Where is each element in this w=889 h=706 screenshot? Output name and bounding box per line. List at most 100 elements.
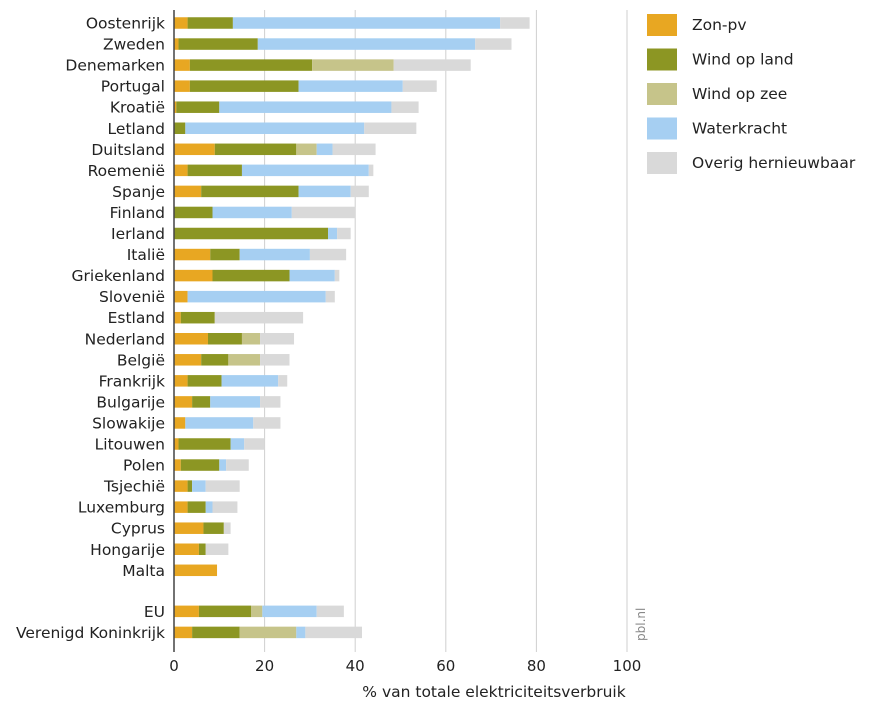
- category-label-malta: Malta: [122, 562, 165, 580]
- bar-finland-waterkracht: [212, 206, 292, 219]
- bar-slowakije-waterkracht: [185, 417, 254, 429]
- x-axis-ticks: 0 20 40 60 80 100: [169, 657, 641, 675]
- bar-litouwen-wind-op-land: [178, 438, 231, 450]
- bar-slovenie-waterkracht: [187, 290, 326, 303]
- bar-slowakije-overig-hernieuwbaar: [253, 417, 281, 429]
- bar-duitsland-wind-op-zee: [296, 143, 317, 156]
- bar-zweden-waterkracht: [257, 38, 476, 50]
- bar-belgie-overig-hernieuwbaar: [260, 354, 290, 366]
- bar-griekenland-zon-pv: [174, 269, 213, 282]
- bar-nederland-zon-pv: [174, 333, 208, 345]
- bar-eu-wind-op-land: [198, 605, 252, 618]
- bar-polen-overig-hernieuwbaar: [226, 459, 249, 471]
- bar-verenigd-koninkrijk-overig-hernieuwbaar: [305, 626, 362, 639]
- bar-tsjechie-overig-hernieuwbaar: [205, 480, 240, 492]
- bar-ierland-overig-hernieuwbaar: [337, 227, 351, 240]
- bar-kroatie-zon-pv: [174, 101, 177, 113]
- bar-italie-overig-hernieuwbaar: [309, 248, 347, 261]
- bar-verenigd-koninkrijk-wind-op-zee: [239, 626, 297, 639]
- x-tick-label-80: 80: [527, 657, 546, 675]
- bar-cyprus-zon-pv: [174, 522, 204, 534]
- category-label-verenigd-koninkrijk: Verenigd Koninkrijk: [16, 624, 165, 642]
- bar-portugal-zon-pv: [174, 80, 190, 92]
- bar-estland-zon-pv: [174, 311, 181, 324]
- bar-kroatie-overig-hernieuwbaar: [391, 101, 419, 113]
- bar-litouwen-zon-pv: [174, 438, 179, 450]
- bar-frankrijk-overig-hernieuwbaar: [278, 375, 288, 387]
- bar-oostenrijk-waterkracht: [232, 17, 501, 29]
- category-label-griekenland: Griekenland: [72, 267, 165, 285]
- category-label-eu: EU: [144, 603, 165, 621]
- bar-kroatie-waterkracht: [219, 101, 392, 113]
- bar-bulgarije-wind-op-land: [192, 396, 211, 408]
- legend-swatch-wind-op-zee: [647, 83, 677, 105]
- bar-roemenie-zon-pv: [174, 164, 188, 177]
- x-axis-title: % van totale elektriciteitsverbruik: [362, 683, 625, 701]
- bar-hongarije-zon-pv: [174, 543, 199, 555]
- bar-polen-wind-op-land: [180, 459, 220, 471]
- bar-litouwen-waterkracht: [230, 438, 245, 450]
- bar-spanje-wind-op-land: [201, 185, 299, 198]
- bar-cyprus-wind-op-land: [203, 522, 224, 534]
- legend-swatch-overig-hernieuwbaar: [647, 152, 677, 174]
- bar-oostenrijk-wind-op-land: [187, 17, 233, 29]
- bar-spanje-overig-hernieuwbaar: [350, 185, 369, 198]
- category-label-nederland: Nederland: [85, 330, 165, 348]
- category-label-portugal: Portugal: [101, 78, 165, 96]
- bar-luxemburg-zon-pv: [174, 501, 188, 513]
- category-label-polen: Polen: [123, 457, 165, 475]
- bar-belgie-zon-pv: [174, 354, 202, 366]
- bar-polen-waterkracht: [219, 459, 227, 471]
- x-tick-label-60: 60: [436, 657, 455, 675]
- bar-tsjechie-zon-pv: [174, 480, 188, 492]
- category-label-belgie: België: [117, 351, 165, 369]
- bar-polen-zon-pv: [174, 459, 181, 471]
- bar-letland-wind-op-land: [174, 122, 186, 134]
- bar-nederland-overig-hernieuwbaar: [260, 333, 295, 345]
- category-label-italie: Italië: [127, 246, 165, 264]
- category-label-kroatie: Kroatië: [110, 99, 165, 117]
- bar-slowakije-zon-pv: [174, 417, 186, 429]
- bar-estland-wind-op-land: [180, 311, 215, 324]
- legend-label-zon-pv: Zon-pv: [692, 16, 747, 34]
- bar-duitsland-wind-op-land: [214, 143, 297, 156]
- bar-oostenrijk-overig-hernieuwbaar: [500, 17, 530, 29]
- legend-swatch-waterkracht: [647, 117, 677, 140]
- bar-eu-wind-op-zee: [251, 605, 263, 618]
- bar-cyprus-overig-hernieuwbaar: [223, 522, 231, 534]
- bar-letland-waterkracht: [185, 122, 365, 134]
- bar-frankrijk-wind-op-land: [187, 375, 222, 387]
- bar-denemarken-wind-op-zee: [312, 59, 394, 71]
- category-label-oostenrijk: Oostenrijk: [86, 15, 165, 33]
- category-label-hongarije: Hongarije: [90, 541, 165, 559]
- bar-duitsland-overig-hernieuwbaar: [332, 143, 376, 156]
- category-label-tsjechie: Tsjechië: [103, 478, 165, 496]
- legend-swatch-wind-op-land: [647, 48, 677, 71]
- legend-label-wind-op-zee: Wind op zee: [692, 85, 787, 103]
- bar-kroatie-wind-op-land: [176, 101, 220, 113]
- bar-nederland-wind-op-land: [207, 333, 242, 345]
- bar-italie-zon-pv: [174, 248, 211, 261]
- legend-swatch-zon-pv: [647, 14, 677, 36]
- category-label-bulgarije: Bulgarije: [96, 393, 165, 411]
- bar-hongarije-overig-hernieuwbaar: [205, 543, 229, 555]
- bar-bulgarije-zon-pv: [174, 396, 193, 408]
- bar-eu-zon-pv: [174, 605, 199, 618]
- category-label-cyprus: Cyprus: [111, 520, 165, 538]
- category-label-luxemburg: Luxemburg: [78, 499, 165, 517]
- bar-belgie-wind-op-zee: [228, 354, 261, 366]
- bar-belgie-wind-op-land: [201, 354, 229, 366]
- bar-spanje-zon-pv: [174, 185, 202, 198]
- category-label-denemarken: Denemarken: [65, 57, 165, 75]
- bar-portugal-waterkracht: [298, 80, 403, 92]
- bar-denemarken-overig-hernieuwbaar: [393, 59, 471, 71]
- bar-luxemburg-waterkracht: [205, 501, 213, 513]
- category-label-slowakije: Slowakije: [92, 414, 165, 432]
- source-label: pbl.nl: [634, 608, 648, 641]
- bar-zweden-zon-pv: [174, 38, 179, 50]
- bar-tsjechie-waterkracht: [192, 480, 206, 492]
- bar-griekenland-overig-hernieuwbaar: [334, 269, 340, 282]
- bar-eu-waterkracht: [262, 605, 317, 618]
- category-label-ierland: Ierland: [111, 225, 165, 243]
